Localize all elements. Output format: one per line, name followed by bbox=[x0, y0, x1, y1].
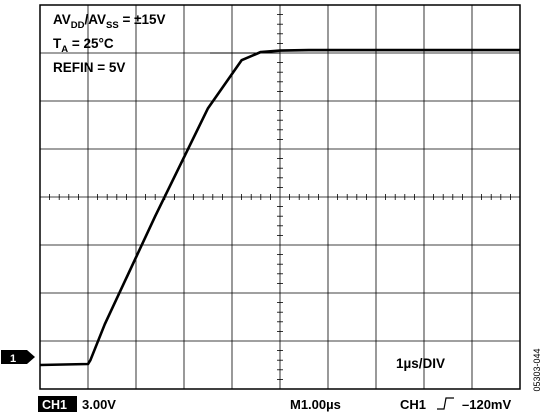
annotation-supply: AVDD/AVSS = ±15V bbox=[53, 12, 166, 31]
channel-1-marker: 1 bbox=[1, 350, 35, 365]
time-per-div: M1.00µs bbox=[290, 397, 341, 412]
figure-code: 05303-044 bbox=[532, 348, 542, 392]
rising-edge-trigger-icon bbox=[437, 397, 454, 410]
series-line bbox=[39, 48, 520, 367]
channel-1-marker-label: 1 bbox=[10, 353, 16, 365]
volts-per-div: 3.00V bbox=[82, 397, 116, 412]
ch1-badge-label: CH1 bbox=[42, 398, 67, 412]
trigger-source: CH1 bbox=[400, 397, 426, 412]
annotation-timebase: 1µs/DIV bbox=[396, 356, 445, 371]
annotation-refin: REFIN = 5V bbox=[53, 60, 125, 75]
annotation-temperature: TA = 25°C bbox=[53, 36, 114, 55]
trigger-level: –120mV bbox=[462, 397, 511, 412]
ch1-badge bbox=[38, 396, 77, 412]
plot-frame bbox=[39, 4, 521, 390]
graticule bbox=[40, 5, 520, 389]
